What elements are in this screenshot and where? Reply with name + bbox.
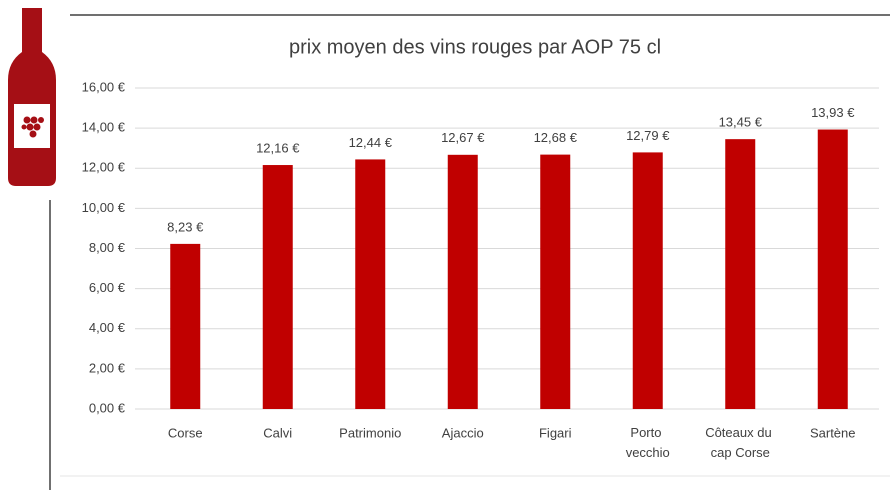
x-tick-label: Patrimonio — [339, 425, 401, 440]
data-label: 13,93 € — [811, 105, 855, 120]
bar — [633, 152, 663, 409]
bar — [170, 244, 200, 409]
chart-title: prix moyen des vins rouges par AOP 75 cl — [289, 36, 661, 58]
data-label: 12,16 € — [256, 140, 300, 155]
y-tick-label: 0,00 € — [89, 400, 126, 415]
bar — [355, 159, 385, 409]
y-tick-label: 4,00 € — [89, 320, 126, 335]
chart: prix moyen des vins rouges par AOP 75 cl… — [0, 0, 890, 491]
y-tick-label: 6,00 € — [89, 280, 126, 295]
y-tick-label: 16,00 € — [82, 79, 126, 94]
wine-bottle-icon — [8, 8, 56, 186]
x-tick-label: Porto vecchio — [626, 425, 670, 460]
bar — [263, 165, 293, 409]
data-label: 8,23 € — [167, 219, 204, 234]
x-tick-label: Figari — [539, 425, 572, 440]
data-label: 12,68 € — [534, 130, 578, 145]
y-tick-label: 14,00 € — [82, 120, 126, 135]
data-label: 12,79 € — [626, 128, 670, 143]
bar — [725, 139, 755, 409]
x-tick-label: Calvi — [263, 425, 292, 440]
data-label: 12,44 € — [349, 135, 393, 150]
bar — [818, 130, 848, 409]
x-tick-label: Côteaux du cap Corse — [705, 425, 775, 460]
x-tick-label: Corse — [168, 425, 203, 440]
y-tick-label: 8,00 € — [89, 240, 126, 255]
data-label: 13,45 € — [719, 115, 763, 130]
bar — [540, 155, 570, 409]
bar — [448, 155, 478, 409]
y-tick-label: 10,00 € — [82, 200, 126, 215]
x-tick-label: Ajaccio — [442, 425, 484, 440]
x-tick-label: Sartène — [810, 425, 856, 440]
y-tick-label: 2,00 € — [89, 360, 126, 375]
y-tick-label: 12,00 € — [82, 160, 126, 175]
data-label: 12,67 € — [441, 130, 485, 145]
